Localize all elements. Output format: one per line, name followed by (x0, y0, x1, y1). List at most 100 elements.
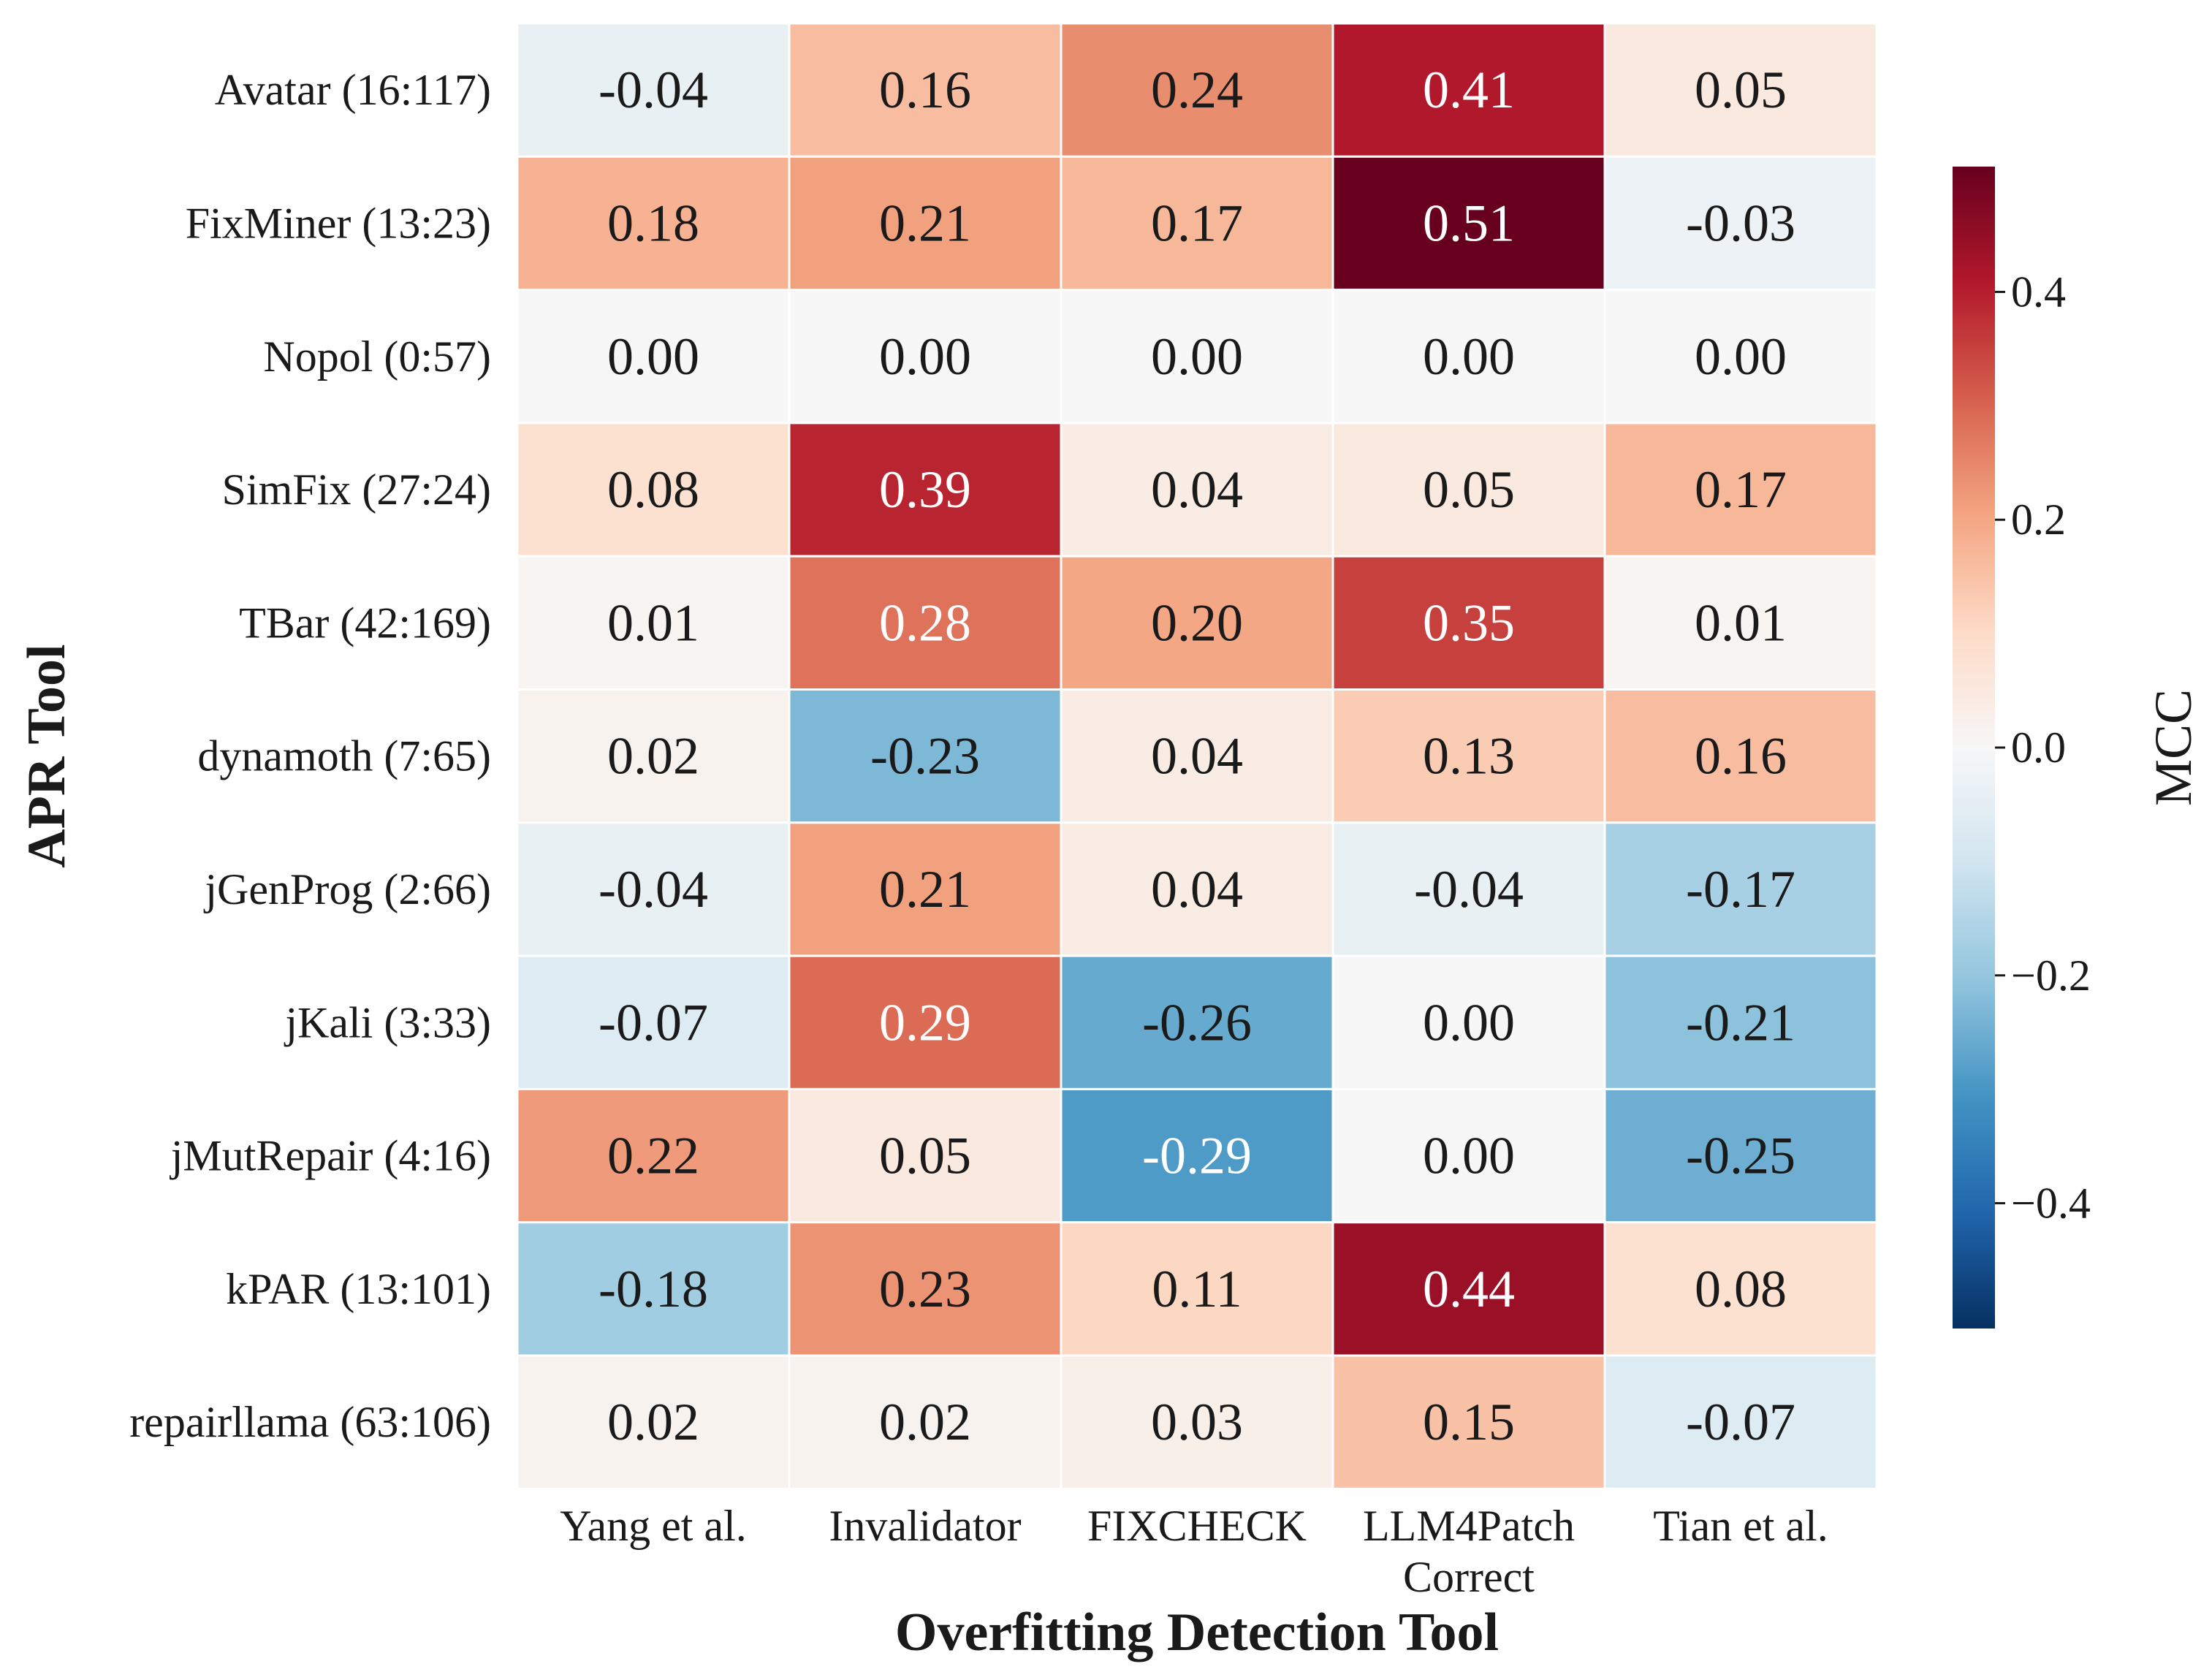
x-tick-label: Invalidator (829, 1502, 1021, 1550)
heatmap-cell (516, 1354, 791, 1490)
y-tick-label: Nopol (0:57) (263, 332, 491, 381)
heatmap-cell (788, 1221, 1063, 1357)
cell-value-label: 0.11 (1152, 1260, 1242, 1318)
cell-value-label: 0.05 (1695, 61, 1787, 119)
heatmap-cell (516, 555, 791, 691)
heatmap-cell (1331, 1221, 1606, 1357)
cell-value-label: 0.21 (879, 194, 971, 252)
cell-value-label: 0.16 (879, 61, 971, 119)
y-tick-label: jKali (3:33) (284, 998, 491, 1046)
heatmap-cell (1060, 1221, 1334, 1357)
heatmap-cell (1331, 688, 1606, 824)
colorbar-gradient (1953, 167, 1995, 1329)
cell-value-label: -0.03 (1686, 194, 1795, 252)
heatmap-cell (516, 821, 791, 957)
cell-value-label: 0.29 (879, 993, 971, 1052)
y-tick-label: dynamoth (7:65) (197, 732, 491, 780)
heatmap-cell (788, 954, 1063, 1090)
heatmap-cell (1060, 688, 1334, 824)
heatmap-cell (516, 422, 791, 558)
cell-value-label: 0.41 (1423, 61, 1515, 119)
heatmap-cell (1603, 821, 1878, 957)
cell-value-label: 0.16 (1695, 727, 1787, 786)
heatmap-cell (1060, 1087, 1334, 1224)
x-tick-label: LLM4Patch Correct (1363, 1502, 1575, 1601)
y-tick-labels: Avatar (16:117) FixMiner (13:23) Nopol (0:… (129, 66, 491, 1446)
colorbar: 0.4 0.2 0.0 −0.2 −0.4 (1953, 167, 2091, 1329)
y-tick-label: TBar (42:169) (239, 598, 491, 647)
cell-value-label: 0.35 (1423, 593, 1515, 652)
cell-value-label: -0.29 (1142, 1127, 1252, 1185)
cell-value-label: 0.00 (879, 327, 971, 386)
y-tick-label: jMutRepair (4:16) (170, 1132, 491, 1180)
cell-value-label: -0.07 (598, 993, 708, 1052)
cell-value-label: 0.15 (1423, 1393, 1515, 1451)
colorbar-tick-label: −0.4 (2011, 1179, 2091, 1228)
heatmap-cell (516, 22, 791, 158)
cell-value-label: -0.17 (1686, 860, 1795, 919)
heatmap-cell (788, 289, 1063, 425)
heatmap-cell (1060, 155, 1334, 292)
cell-value-label: 0.17 (1695, 460, 1787, 519)
cell-value-label: 0.01 (1695, 593, 1787, 652)
y-tick-label: SimFix (27:24) (222, 465, 491, 514)
heatmap-cell-labels: -0.04 0.16 0.24 0.41 0.05 0.18 0.21 0.17 0.51 -0.… (598, 61, 1795, 1451)
cell-value-label: 0.28 (879, 593, 971, 652)
cell-value-label: 0.13 (1423, 727, 1515, 786)
cell-value-label: 0.20 (1151, 593, 1243, 652)
heatmap-cell (1603, 555, 1878, 691)
cell-value-label: 0.04 (1151, 727, 1243, 786)
cell-value-label: 0.44 (1423, 1260, 1515, 1318)
cell-value-label: -0.18 (598, 1260, 708, 1318)
y-axis-title: APR Tool (17, 644, 77, 867)
cell-value-label: 0.01 (607, 593, 699, 652)
y-tick-label: Avatar (16:117) (215, 66, 491, 114)
cell-value-label: 0.39 (879, 460, 971, 519)
heatmap-cell (788, 422, 1063, 558)
cell-value-label: -0.26 (1142, 993, 1252, 1052)
heatmap-cell (1060, 22, 1334, 158)
x-axis-title: Overfitting Detection Tool (895, 1603, 1499, 1662)
x-tick-label: FIXCHECK (1087, 1502, 1307, 1550)
cell-value-label: 0.00 (1695, 327, 1787, 386)
cell-value-label: 0.00 (1423, 327, 1515, 386)
y-tick-label: kPAR (13:101) (226, 1265, 491, 1313)
x-tick-labels: Yang et al. Invalidator FIXCHECK LLM4Patch C… (560, 1502, 1828, 1601)
heatmap-cell (1331, 422, 1606, 558)
heatmap-cell (1060, 954, 1334, 1090)
cell-value-label: 0.22 (607, 1127, 699, 1185)
cell-value-label: -0.04 (598, 860, 708, 919)
cell-value-label: 0.17 (1151, 194, 1243, 252)
heatmap-cell (1603, 289, 1878, 425)
heatmap-cell (1331, 1354, 1606, 1490)
cell-value-label: 0.02 (879, 1393, 971, 1451)
heatmap-cell (1603, 1087, 1878, 1224)
cell-value-label: 0.00 (1423, 1127, 1515, 1185)
cell-value-label: 0.08 (607, 460, 699, 519)
cell-value-label: 0.00 (1151, 327, 1243, 386)
colorbar-tick-label: 0.0 (2011, 723, 2066, 772)
heatmap-cell (1060, 555, 1334, 691)
heatmap-cell (1060, 1354, 1334, 1490)
cell-value-label: 0.18 (607, 194, 699, 252)
heatmap-cell (1603, 155, 1878, 292)
cell-value-label: -0.21 (1686, 993, 1795, 1052)
heatmap-cell (1331, 289, 1606, 425)
cell-value-label: -0.25 (1686, 1127, 1795, 1185)
cell-value-label: 0.05 (879, 1127, 971, 1185)
heatmap-cell (1603, 1354, 1878, 1490)
cell-value-label: -0.23 (870, 727, 980, 786)
cell-value-label: 0.00 (1423, 993, 1515, 1052)
heatmap-cell (1603, 954, 1878, 1090)
heatmap-cell (1331, 954, 1606, 1090)
cell-value-label: 0.02 (607, 1393, 699, 1451)
heatmap-cell (1603, 688, 1878, 824)
colorbar-tick-label: 0.2 (2011, 495, 2066, 544)
y-tick-label: FixMiner (13:23) (186, 199, 491, 247)
cell-value-label: 0.08 (1695, 1260, 1787, 1318)
y-tick-label: repairllama (63:106) (129, 1398, 491, 1446)
x-tick-label: Tian et al. (1653, 1502, 1828, 1550)
colorbar-tick-label: −0.2 (2011, 951, 2091, 1000)
cell-value-label: -0.04 (598, 61, 708, 119)
